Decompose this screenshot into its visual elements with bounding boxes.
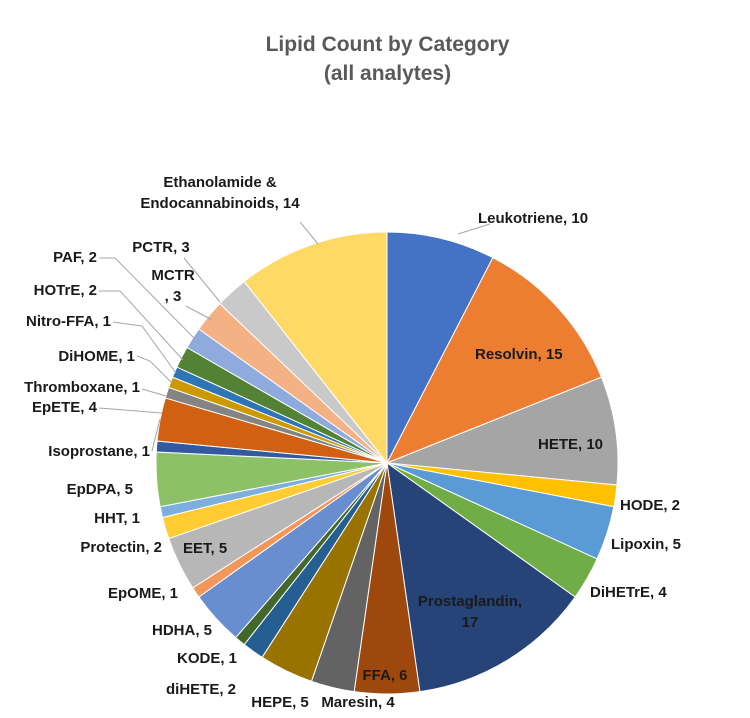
chart-subtitle: (all analytes) <box>323 62 452 85</box>
leader-line-isoprostane <box>151 418 161 452</box>
leader-line-mctr <box>185 305 213 321</box>
data-label-hete: HETE, 10 <box>538 436 603 453</box>
pie-slice-ethanolamide-endocannabinoids <box>243 231 388 465</box>
pie-slice-hete <box>386 376 619 486</box>
chart-title: Lipid Count by Category (all analytes) <box>0 30 750 88</box>
pie-slice-prostaglandin <box>386 461 576 693</box>
leader-line-paf <box>99 257 195 339</box>
data-label-nitro-ffa: Nitro-FFA, 1 <box>26 313 111 330</box>
data-label-mctr: MCTR, 3 <box>151 267 194 305</box>
data-label-epome: EpOME, 1 <box>108 585 178 602</box>
leader-line-pctr <box>183 257 221 303</box>
data-label-hepe: HEPE, 5 <box>251 694 309 711</box>
data-label-hht: HHT, 1 <box>94 510 140 527</box>
leader-line-ethanolamide-endocannabinoids <box>299 221 319 245</box>
pie-slice-leukotriene <box>386 231 494 464</box>
data-label-paf: PAF, 2 <box>53 249 97 266</box>
data-label-isoprostane: Isoprostane, 1 <box>48 443 150 460</box>
data-label-prostaglandin: Prostaglandin, 17 <box>418 593 522 631</box>
data-label-maresin: Maresin, 4 <box>321 694 395 711</box>
leader-line-nitro-ffa <box>112 321 177 374</box>
data-label-hotre: HOTrE, 2 <box>34 282 97 299</box>
leader-line-thromboxane <box>141 388 167 397</box>
data-label-resolvin: Resolvin, 15 <box>475 346 563 363</box>
data-label-hode: HODE, 2 <box>620 497 680 514</box>
data-label-epdpa: EpDPA, 5 <box>67 481 133 498</box>
leader-line-dihome <box>136 355 173 384</box>
data-label-epete: EpETE, 4 <box>32 399 98 416</box>
data-label-kode: KODE, 1 <box>177 650 237 667</box>
data-label-dihete: diHETE, 2 <box>166 681 236 698</box>
data-label-dihome: DiHOME, 1 <box>58 348 135 365</box>
data-label-hdha: HDHA, 5 <box>152 622 212 639</box>
data-label-thromboxane: Thromboxane, 1 <box>24 379 140 396</box>
leader-line-epete <box>98 407 163 414</box>
pie-slice-resolvin <box>385 257 603 464</box>
data-label-protectin: Protectin, 2 <box>80 539 162 556</box>
data-label-leukotriene: Leukotriene, 10 <box>478 210 588 227</box>
data-label-dihetre: DiHETrE, 4 <box>590 584 667 601</box>
leader-line-hotre <box>99 290 184 361</box>
data-label-eet: EET, 5 <box>183 540 227 557</box>
leader-line-leukotriene <box>457 223 491 235</box>
data-label-ethanolamide-endocannabinoids: Ethanolamide & Endocannabinoids, 14 <box>140 174 300 212</box>
chart-title-main: Lipid Count by Category <box>265 33 510 56</box>
data-label-lipoxin: Lipoxin, 5 <box>611 536 681 553</box>
data-label-ffa: FFA, 6 <box>362 667 407 684</box>
data-label-pctr: PCTR, 3 <box>132 239 190 256</box>
